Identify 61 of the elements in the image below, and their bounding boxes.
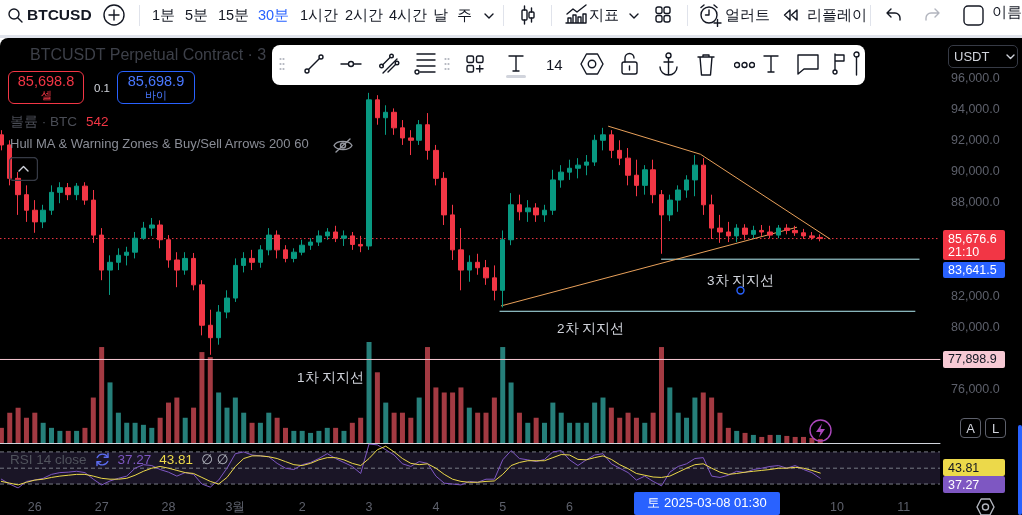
chart-title: BTCUSDT Perpetual Contract · 3 (30, 46, 267, 65)
annotation: Hull MA & Warning Zones & Buy/Sell Arrows 200 60 (10, 136, 309, 152)
text: A (960, 418, 981, 438)
y-tick-label: 90,000.0 (951, 164, 1000, 179)
text: 30분 (258, 7, 290, 24)
y-tick-label: 82,000.0 (951, 288, 1000, 303)
text: 1분 (152, 7, 176, 24)
annotation: 542 (86, 114, 109, 130)
data-label: 77,898.9 (948, 352, 997, 367)
text: 지표 (589, 7, 619, 24)
x-tick-label: 11 (897, 499, 911, 514)
button: 85,698.9 바이 (117, 71, 195, 104)
x-tick-label: 10 (829, 499, 844, 514)
annotation: 85,698.8 (17, 72, 75, 90)
text: 날 (433, 7, 448, 24)
text: BTCUSD (27, 6, 92, 24)
y-tick-label: 96,000.0 (951, 71, 1000, 86)
x-tick-label: 27 (94, 499, 109, 514)
x-tick-label: 3월 (225, 499, 246, 514)
annotation: 1차 지지선 (297, 370, 365, 386)
annotation: 3차 지지선 (707, 273, 775, 289)
x-tick-label: 5 (499, 499, 507, 514)
text: L (985, 418, 1006, 438)
text: 얼러트 (725, 7, 770, 24)
text: 15분 (218, 7, 250, 24)
y-tick-label: 94,000.0 (951, 102, 1000, 117)
x-tick-label: 26 (27, 499, 42, 514)
x-tick-label: 2 (298, 499, 306, 514)
annotation: 85,698.9 (127, 72, 185, 90)
annotation: 2차 지지선 (557, 321, 625, 337)
x-tick-label: 4 (432, 499, 440, 514)
chart-title: 볼륨 · BTC (10, 114, 77, 130)
y-tick-label: 76,000.0 (951, 382, 1000, 396)
text: 1시간 (300, 7, 339, 24)
annotation: 0.1 (94, 82, 110, 96)
x-tick-label: 6 (566, 499, 574, 514)
annotation: 셀 (40, 88, 52, 102)
text: 리플레이 (807, 7, 867, 24)
x-tick-label: 3 (365, 499, 373, 514)
annotation: 37.27 (117, 452, 152, 468)
text: 5분 (185, 7, 209, 24)
text: 43.81 (948, 460, 980, 475)
annotation: 14 (546, 56, 563, 74)
text: 토 2025-03-08 01:30 (634, 492, 780, 515)
annotation: ∅ ∅ (201, 452, 229, 468)
y-tick-label: 88,000.0 (951, 195, 1000, 210)
text: 2시간 (345, 7, 384, 24)
text: 주 (457, 7, 472, 24)
annotation: 바이 (145, 88, 167, 102)
ref-line-label: 85,676.6 21:10 (948, 231, 997, 259)
text: RSI 14 close (10, 452, 87, 468)
text: USDT (948, 45, 1018, 68)
annotation: 43.81 (159, 452, 194, 468)
text: 83,641.5 (943, 262, 1005, 278)
y-tick-label: 80,000.0 (951, 319, 1000, 334)
text: 4시간 (389, 7, 428, 24)
text: 이름 (992, 4, 1022, 21)
y-tick-label: 92,000.0 (951, 133, 1000, 148)
button: 85,698.8 셀 (8, 71, 84, 104)
x-tick-label: 28 (161, 499, 176, 514)
text: 37.27 (948, 477, 980, 492)
